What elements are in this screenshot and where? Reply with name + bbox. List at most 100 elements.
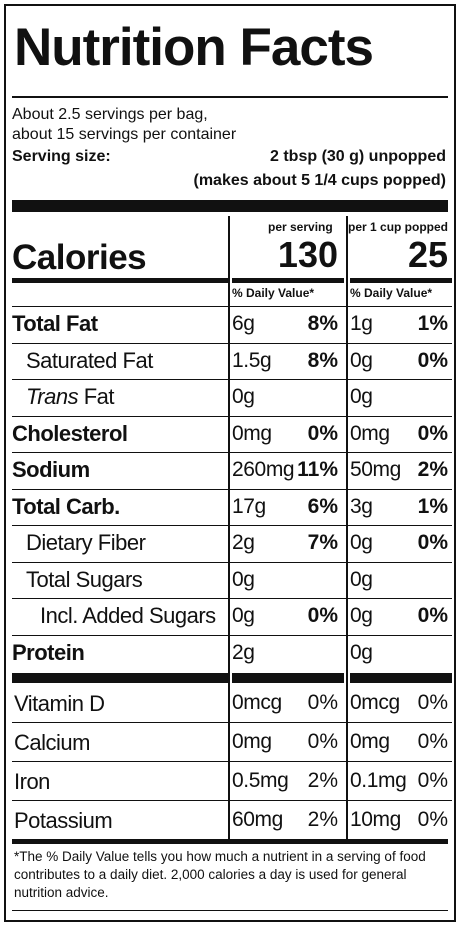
vitamin-amount-per-serving: 0mg	[232, 730, 272, 753]
amount-per-cup: 0g	[350, 604, 373, 627]
column-divider	[228, 216, 230, 839]
divider	[12, 96, 448, 98]
dv-per-serving: 0%	[307, 604, 338, 627]
daily-value-header: % Daily Value*	[350, 286, 433, 300]
nutrient-name: Protein	[12, 639, 85, 665]
row-divider	[12, 800, 452, 801]
nutrient-name: Incl. Added Sugars	[40, 603, 216, 628]
serving-size-note: (makes about 5 1/4 cups popped)	[193, 172, 447, 189]
calories-label: Calories	[12, 238, 147, 277]
nutrient-name: Total Carb.	[12, 493, 120, 519]
row-divider	[12, 525, 452, 526]
thick-divider	[12, 200, 448, 212]
nutrition-facts-label: Nutrition Facts About 2.5 servings per b…	[4, 4, 456, 922]
vitamin-dv-per-cup: 0%	[417, 691, 448, 714]
dv-per-serving: 8%	[307, 312, 338, 335]
calories-rule	[12, 278, 228, 283]
vitamin-amount-per-cup: 0.1mg	[350, 769, 407, 792]
row-divider	[12, 761, 452, 762]
per-cup-header: per 1 cup popped	[348, 220, 449, 234]
dv-per-cup: 2%	[417, 458, 448, 481]
amount-per-cup: 0g	[350, 385, 373, 408]
footnote: *The % Daily Value tells you how much a …	[14, 849, 426, 900]
vitamin-name: Calcium	[14, 730, 90, 755]
amount-per-serving: 17g	[232, 494, 266, 518]
row-divider	[12, 598, 452, 599]
vitamin-name: Potassium	[14, 808, 113, 833]
amount-per-cup: 0g	[350, 348, 373, 372]
amount-per-cup: 1g	[350, 312, 373, 335]
dv-per-cup: 0%	[417, 348, 448, 372]
vitamin-dv-per-cup: 0%	[417, 808, 448, 831]
amount-per-serving: 2g	[232, 531, 255, 554]
per-serving-header: per serving	[268, 220, 333, 234]
footnote-rule	[12, 839, 448, 844]
vitamin-dv-per-serving: 2%	[307, 769, 338, 792]
servings-per-container: about 15 servings per container	[12, 126, 237, 143]
dv-per-serving: 0%	[307, 421, 338, 445]
amount-per-cup: 3g	[350, 494, 373, 518]
serving-size-label: Serving size:	[12, 148, 111, 165]
label-title: Nutrition Facts	[14, 18, 374, 77]
nutrient-name: Trans Fat	[26, 384, 115, 410]
dv-per-serving: 6%	[307, 494, 338, 518]
amount-per-serving: 2g	[232, 640, 255, 664]
vitamin-amount-per-serving: 0.5mg	[232, 769, 289, 792]
nutrient-name: Saturated Fat	[26, 347, 153, 373]
vitamin-rule	[350, 673, 452, 683]
dv-per-cup: 0%	[417, 531, 448, 554]
bottom-rule	[12, 910, 448, 911]
row-divider	[12, 488, 452, 490]
row-divider	[12, 722, 452, 723]
amount-per-cup: 0g	[350, 531, 373, 554]
amount-per-serving: 0g	[232, 567, 255, 591]
vitamin-dv-per-serving: 0%	[307, 691, 338, 714]
daily-value-header: % Daily Value*	[232, 286, 315, 300]
vitamin-amount-per-serving: 60mg	[232, 808, 283, 831]
row-divider	[12, 415, 452, 417]
row-divider	[12, 379, 452, 380]
calories-per-serving: 130	[277, 234, 338, 275]
vitamin-dv-per-cup: 0%	[417, 730, 448, 753]
amount-per-cup: 0g	[350, 640, 373, 664]
nutrient-name: Total Sugars	[26, 566, 143, 592]
vitamin-rule	[12, 673, 228, 683]
trans-italic: Trans	[26, 384, 79, 409]
serving-size-value: 2 tbsp (30 g) unpopped	[270, 148, 446, 165]
dv-per-serving: 11%	[297, 458, 338, 481]
vitamin-dv-per-serving: 2%	[307, 808, 338, 831]
calories-rule	[350, 278, 452, 283]
row-divider	[12, 634, 452, 636]
amount-per-serving: 0mg	[232, 421, 272, 445]
vitamin-name: Iron	[14, 769, 50, 794]
row-divider	[12, 561, 452, 563]
amount-per-serving: 260mg	[232, 458, 295, 481]
amount-per-serving: 0g	[232, 604, 255, 627]
nutrient-name: Dietary Fiber	[26, 530, 146, 555]
dv-per-serving: 8%	[307, 348, 338, 372]
amount-per-cup: 0mg	[350, 421, 390, 445]
row-divider	[12, 452, 452, 453]
calories-rule	[232, 278, 344, 283]
vitamin-amount-per-cup: 10mg	[350, 808, 401, 831]
nutrient-name: Cholesterol	[12, 420, 128, 446]
vitamin-amount-per-cup: 0mcg	[350, 691, 400, 714]
row-divider	[12, 306, 452, 307]
vitamin-amount-per-cup: 0mg	[350, 730, 390, 753]
trans-fat-label: Fat	[78, 384, 115, 409]
amount-per-cup: 0g	[350, 567, 373, 591]
servings-per-bag: About 2.5 servings per bag,	[12, 106, 208, 123]
dv-per-serving: 7%	[307, 531, 338, 554]
row-divider	[12, 342, 452, 344]
dv-per-cup: 0%	[417, 604, 448, 627]
nutrient-name: Total Fat	[12, 311, 98, 336]
calories-per-cup: 25	[407, 234, 448, 275]
vitamin-name: Vitamin D	[14, 691, 105, 716]
amount-per-cup: 50mg	[350, 458, 401, 481]
vitamin-dv-per-cup: 0%	[417, 769, 448, 792]
nutrient-name: Sodium	[12, 457, 90, 482]
dv-per-cup: 1%	[417, 494, 448, 518]
vitamin-amount-per-serving: 0mcg	[232, 691, 282, 714]
column-divider	[346, 216, 348, 839]
dv-per-cup: 1%	[417, 312, 448, 335]
